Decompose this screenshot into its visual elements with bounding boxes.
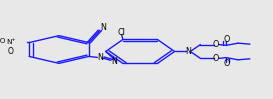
Text: N: N bbox=[97, 53, 103, 61]
Text: O: O bbox=[213, 54, 219, 63]
Text: N: N bbox=[185, 47, 191, 56]
Text: N⁺: N⁺ bbox=[6, 39, 16, 45]
Text: O: O bbox=[223, 35, 229, 44]
Text: O: O bbox=[223, 59, 229, 68]
Text: O: O bbox=[213, 40, 219, 49]
Text: N: N bbox=[111, 57, 117, 66]
Text: ⁻O: ⁻O bbox=[0, 39, 6, 44]
Text: O: O bbox=[8, 47, 14, 56]
Text: N: N bbox=[100, 23, 106, 32]
Text: Cl: Cl bbox=[118, 28, 126, 37]
